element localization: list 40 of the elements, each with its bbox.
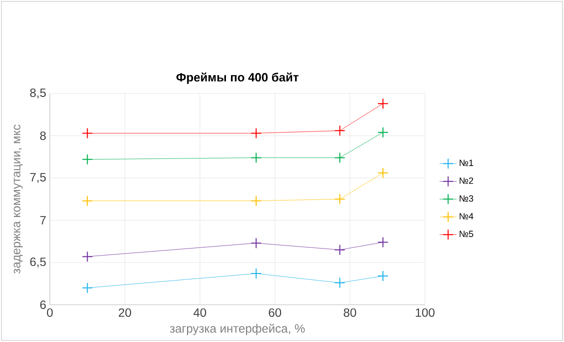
point xyxy=(377,168,388,179)
x-axis-title: загрузка интерфейса, % xyxy=(170,324,305,336)
x-tick-label: 40 xyxy=(193,308,206,317)
x-tick-label: 20 xyxy=(118,308,132,317)
point xyxy=(377,126,388,138)
point xyxy=(377,270,388,282)
x-tick-label: 100 xyxy=(416,308,435,317)
legend-label: №3 xyxy=(460,195,474,202)
point xyxy=(82,128,93,139)
point xyxy=(377,98,388,110)
point xyxy=(334,152,346,164)
x-tick-label: 0 xyxy=(46,308,53,317)
y-tick-label: 8,5 xyxy=(30,88,46,99)
y-tick-label: 7 xyxy=(40,216,46,224)
point xyxy=(250,268,262,280)
x-tick-label: 80 xyxy=(344,308,356,317)
y-tick-label: 8 xyxy=(40,132,46,140)
point xyxy=(82,282,93,294)
point xyxy=(250,152,262,164)
legend-label: №1 xyxy=(460,160,474,166)
chart-title: Фреймы по 400 байт xyxy=(176,72,298,84)
x-tick-label: 60 xyxy=(268,308,282,317)
point xyxy=(250,195,262,206)
legend-label: №4 xyxy=(460,213,474,220)
legend-label: №5 xyxy=(460,230,474,238)
point xyxy=(334,277,346,288)
legend-label: №2 xyxy=(460,178,474,184)
point xyxy=(334,244,346,256)
y-tick-label: 6 xyxy=(40,300,46,310)
y-axis-title: задержка коммутации, мкс xyxy=(14,124,23,274)
y-tick-label: 7,5 xyxy=(30,173,46,183)
point xyxy=(334,125,346,136)
y-tick-label: 6,5 xyxy=(30,258,46,268)
point xyxy=(82,154,93,165)
point xyxy=(82,251,93,262)
point xyxy=(82,195,93,206)
point xyxy=(250,238,262,249)
point xyxy=(334,194,346,205)
point xyxy=(250,128,262,139)
point xyxy=(377,236,388,248)
